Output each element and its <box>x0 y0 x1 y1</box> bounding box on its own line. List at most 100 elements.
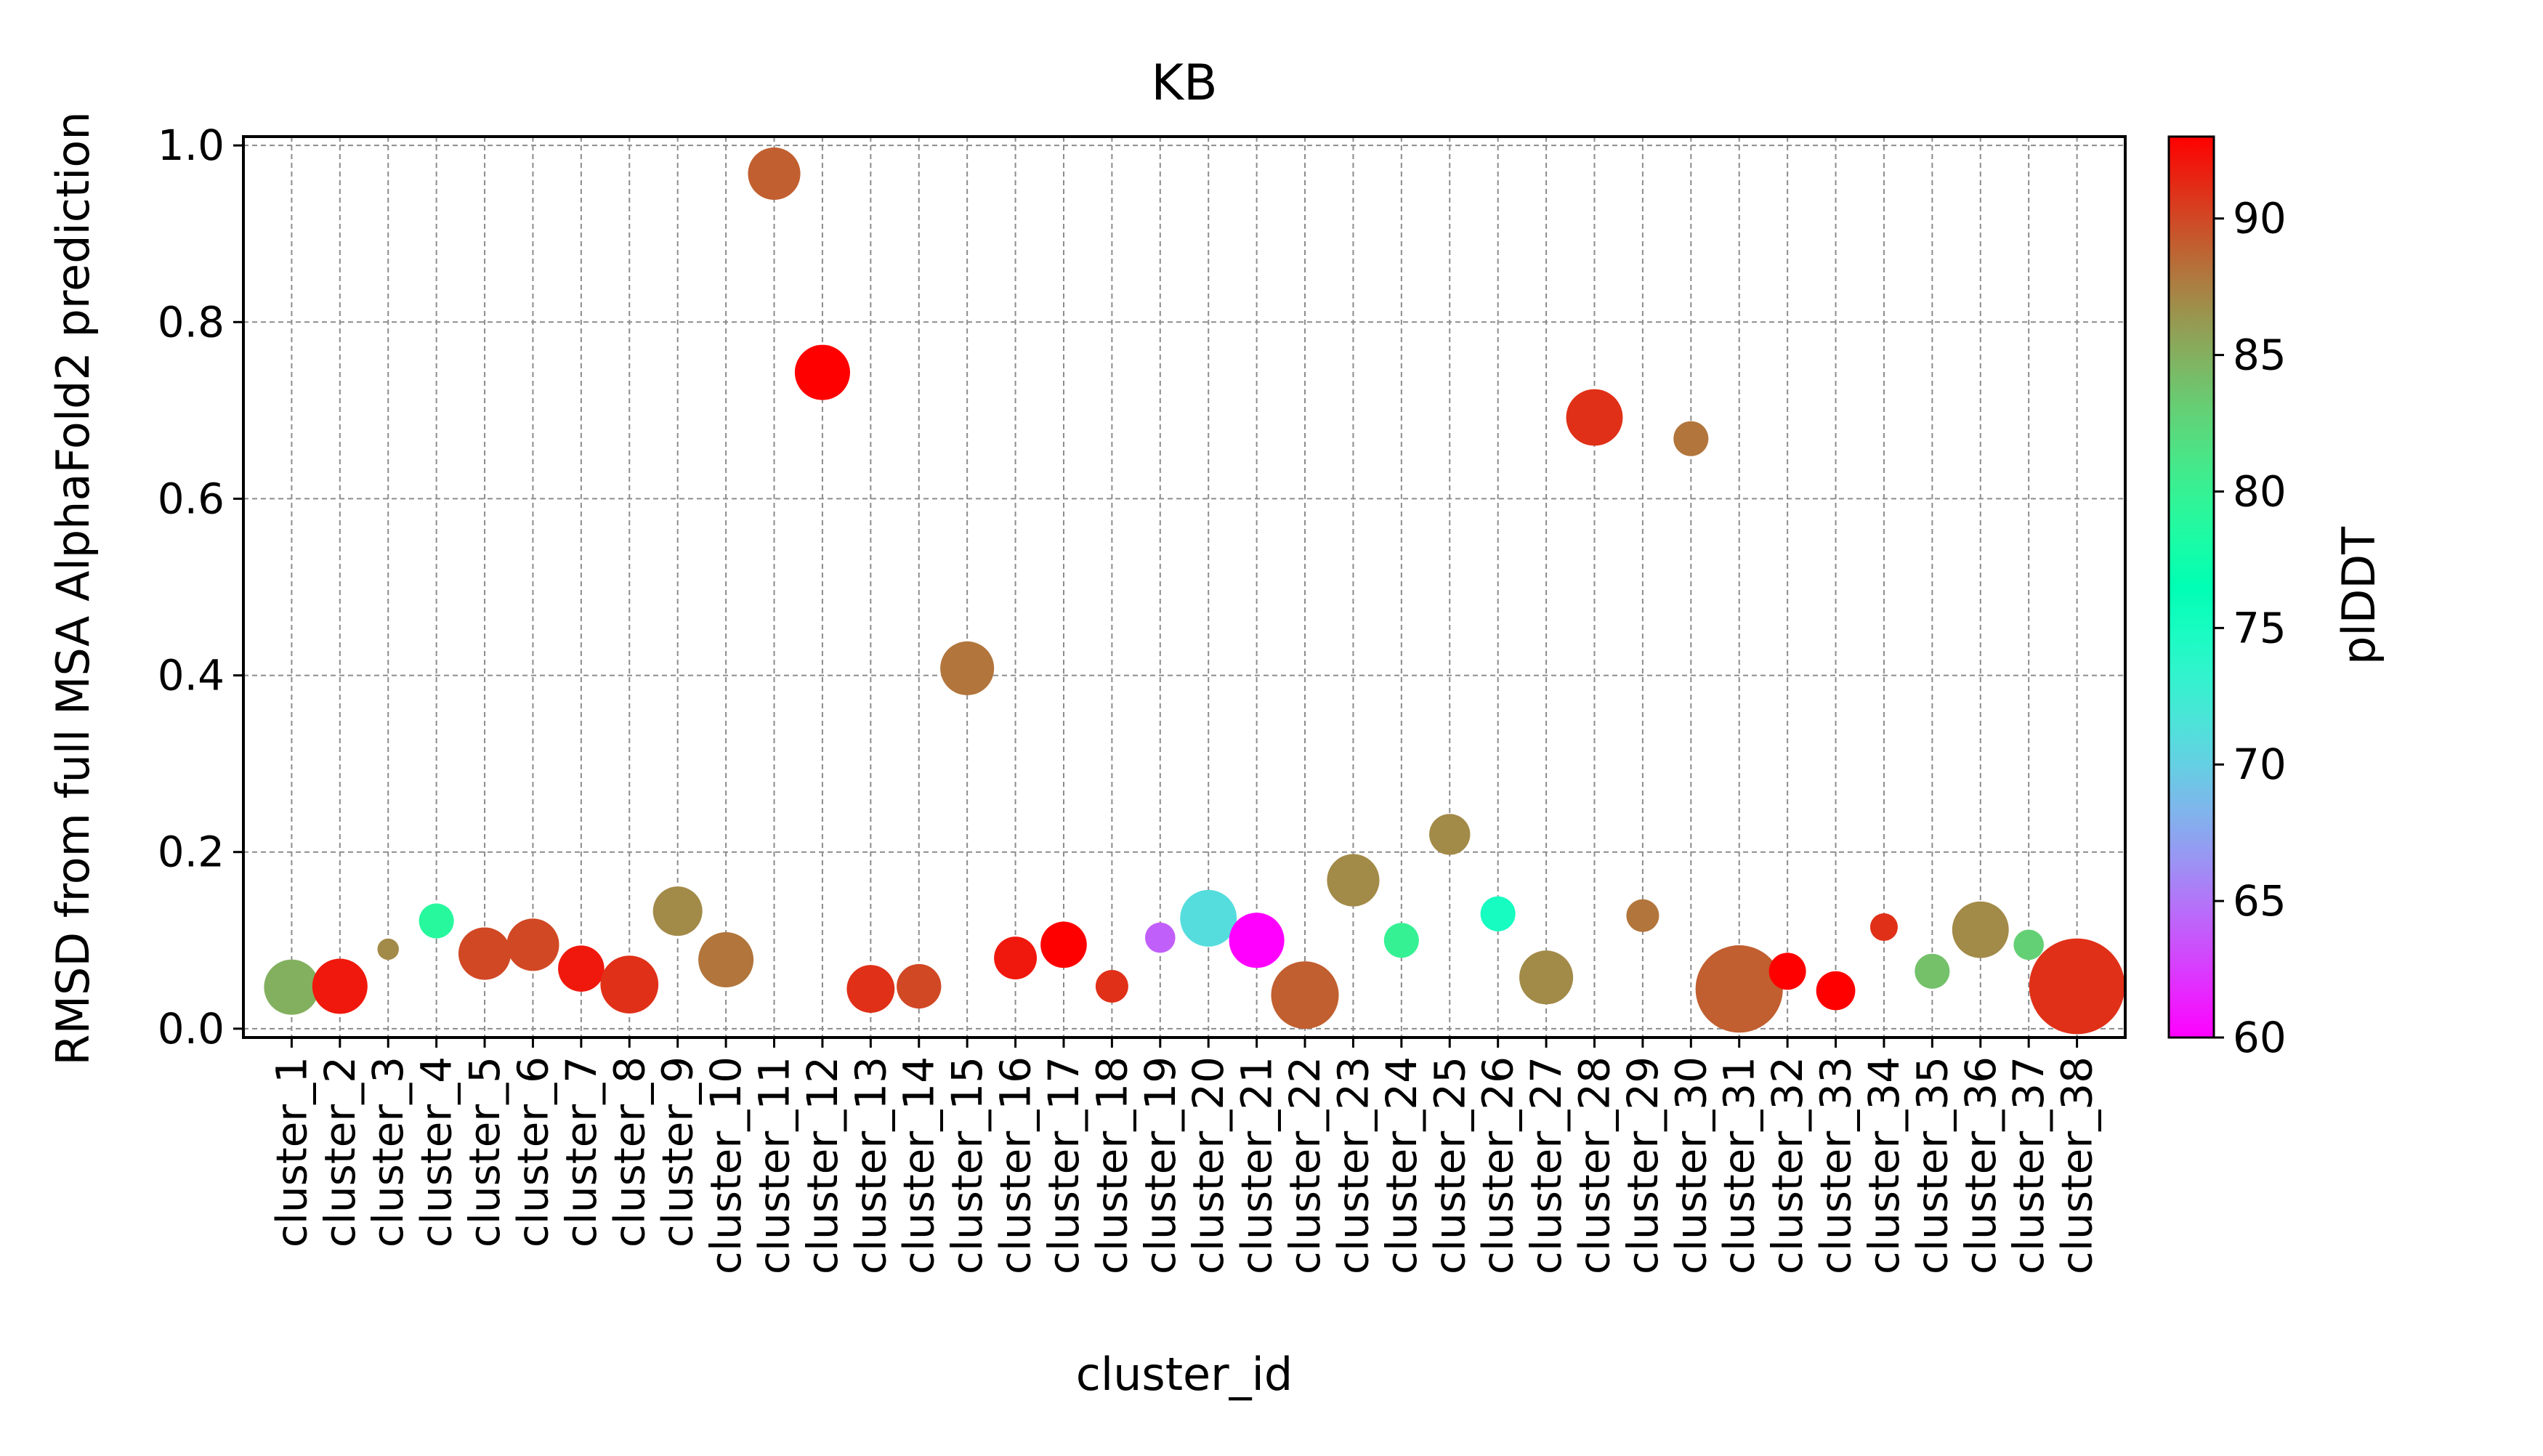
x-tick-label: cluster_31 <box>1715 1056 1764 1274</box>
x-tick-label: cluster_9 <box>653 1056 703 1247</box>
x-tick-label: cluster_22 <box>1280 1056 1330 1274</box>
x-tick-label: cluster_25 <box>1425 1056 1474 1274</box>
x-tick-label: cluster_30 <box>1666 1056 1715 1274</box>
data-point-cluster-28 <box>1566 389 1623 446</box>
data-point-cluster-12 <box>794 344 850 400</box>
colorbar-tick-label: 70 <box>2233 740 2287 789</box>
data-point-cluster-29 <box>1626 899 1659 932</box>
data-point-cluster-38 <box>2029 938 2125 1035</box>
y-tick-label: 0.2 <box>158 828 225 877</box>
axes-ticks: cluster_1cluster_2cluster_3cluster_4clus… <box>158 121 2102 1274</box>
colorbar-tick-label: 75 <box>2233 603 2287 652</box>
x-tick-label: cluster_33 <box>1811 1056 1861 1274</box>
x-tick-label: cluster_28 <box>1569 1056 1619 1274</box>
x-tick-label: cluster_7 <box>557 1056 606 1247</box>
data-point-cluster-27 <box>1519 950 1574 1005</box>
data-point-cluster-18 <box>1095 970 1128 1003</box>
data-point-cluster-11 <box>748 147 801 201</box>
data-point-cluster-19 <box>1144 922 1176 953</box>
x-tick-label: cluster_6 <box>508 1056 557 1247</box>
data-point-cluster-24 <box>1383 923 1419 958</box>
y-tick-label: 0.8 <box>158 297 225 347</box>
grid-lines <box>243 137 2125 1038</box>
y-tick-label: 0.0 <box>158 1004 225 1053</box>
data-point-cluster-2 <box>312 958 368 1014</box>
data-point-cluster-9 <box>652 886 703 937</box>
data-point-cluster-33 <box>1816 971 1856 1011</box>
data-point-cluster-5 <box>458 927 512 980</box>
x-tick-label: cluster_19 <box>1136 1056 1185 1274</box>
colorbar-label: plDDT <box>2332 526 2385 665</box>
x-tick-label: cluster_38 <box>2053 1056 2102 1274</box>
x-tick-label: cluster_26 <box>1473 1056 1523 1274</box>
x-tick-label: cluster_24 <box>1377 1056 1426 1274</box>
data-point-cluster-20 <box>1180 889 1237 947</box>
x-tick-label: cluster_1 <box>267 1056 316 1247</box>
colorbar-tick-label: 65 <box>2233 876 2287 926</box>
x-tick-label: cluster_10 <box>701 1056 751 1274</box>
x-tick-label: cluster_8 <box>605 1056 654 1247</box>
colorbar-tick-label: 90 <box>2233 194 2287 243</box>
x-tick-label: cluster_37 <box>2004 1056 2053 1274</box>
data-point-cluster-32 <box>1768 953 1806 990</box>
x-tick-label: cluster_17 <box>1039 1056 1088 1274</box>
colorbar-tick-label: 80 <box>2233 466 2287 516</box>
data-point-cluster-36 <box>1952 901 2009 958</box>
data-point-cluster-6 <box>506 918 559 971</box>
data-point-cluster-30 <box>1673 421 1709 456</box>
x-tick-label: cluster_35 <box>1907 1056 1957 1274</box>
data-point-cluster-7 <box>558 945 605 992</box>
data-point-cluster-23 <box>1327 854 1380 907</box>
x-tick-label: cluster_12 <box>798 1056 847 1274</box>
data-point-cluster-17 <box>1040 921 1087 968</box>
data-point-cluster-3 <box>377 938 399 960</box>
data-point-cluster-16 <box>994 937 1038 980</box>
x-tick-label: cluster_16 <box>991 1056 1040 1274</box>
x-tick-label: cluster_13 <box>846 1056 895 1274</box>
x-tick-label: cluster_21 <box>1232 1056 1282 1274</box>
data-points <box>264 147 2125 1035</box>
data-point-cluster-31 <box>1695 945 1783 1033</box>
data-point-cluster-15 <box>940 641 995 695</box>
x-tick-label: cluster_36 <box>1956 1056 2005 1274</box>
data-point-cluster-21 <box>1229 913 1285 968</box>
x-tick-label: cluster_23 <box>1328 1056 1378 1274</box>
y-tick-label: 1.0 <box>158 121 225 170</box>
x-tick-label: cluster_20 <box>1184 1056 1233 1274</box>
x-tick-label: cluster_29 <box>1618 1056 1667 1274</box>
x-tick-label: cluster_4 <box>412 1056 461 1247</box>
data-point-cluster-22 <box>1271 961 1339 1030</box>
chart-title: KB <box>1151 54 1217 112</box>
y-tick-label: 0.6 <box>158 474 225 523</box>
x-tick-label: cluster_2 <box>315 1056 365 1247</box>
data-point-cluster-13 <box>846 965 895 1014</box>
colorbar <box>2167 135 2215 1039</box>
x-tick-label: cluster_15 <box>942 1056 992 1274</box>
y-axis-label: RMSD from full MSA AlphaFold2 prediction <box>47 111 100 1065</box>
colorbar-ticks: 60 65 70 75 80 85 90 <box>2214 194 2287 1062</box>
x-tick-label: cluster_32 <box>1763 1056 1812 1274</box>
data-point-cluster-34 <box>1869 913 1898 942</box>
x-tick-label: cluster_34 <box>1859 1056 1909 1274</box>
data-point-cluster-35 <box>1915 953 1950 989</box>
data-point-cluster-26 <box>1480 896 1516 931</box>
x-tick-label: cluster_27 <box>1521 1056 1571 1274</box>
x-tick-label: cluster_5 <box>460 1056 509 1247</box>
data-point-cluster-10 <box>698 932 754 988</box>
data-point-cluster-25 <box>1429 814 1471 855</box>
x-tick-label: cluster_11 <box>750 1056 799 1274</box>
data-point-cluster-8 <box>600 955 659 1014</box>
plot-frame <box>242 135 2127 1039</box>
data-point-cluster-4 <box>419 903 454 939</box>
colorbar-tick-label: 85 <box>2233 331 2287 380</box>
data-point-cluster-37 <box>2013 929 2045 960</box>
y-tick-label: 0.4 <box>158 651 225 700</box>
x-tick-label: cluster_18 <box>1087 1056 1136 1274</box>
x-tick-label: cluster_3 <box>363 1056 413 1247</box>
x-tick-label: cluster_14 <box>894 1056 944 1274</box>
data-point-cluster-14 <box>897 963 942 1009</box>
colorbar-tick-label: 60 <box>2233 1013 2287 1062</box>
x-axis-label: cluster_id <box>1076 1348 1293 1401</box>
